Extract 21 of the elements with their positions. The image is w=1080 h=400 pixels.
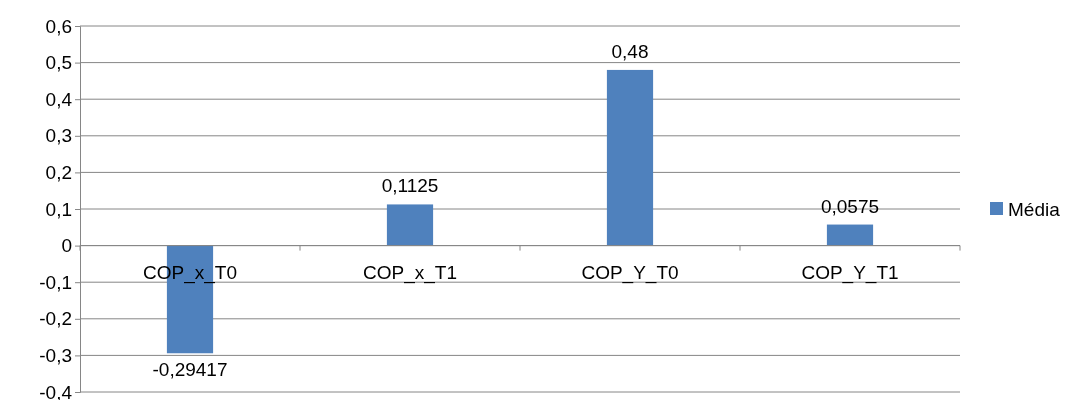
y-tick-label: 0,4 xyxy=(45,88,73,110)
y-tick-label: 0 xyxy=(61,235,72,257)
bar xyxy=(826,224,874,246)
data-label: -0,29417 xyxy=(152,359,228,381)
y-tick-label: 0,6 xyxy=(45,15,72,37)
x-tick-label: COP_x_T1 xyxy=(363,261,457,284)
data-label: 0,48 xyxy=(611,40,649,62)
bar xyxy=(606,69,654,246)
data-label: 0,0575 xyxy=(820,195,880,217)
y-tick-label: 0,2 xyxy=(45,161,72,183)
y-tick-label: -0,1 xyxy=(39,271,72,293)
y-tick-label: 0,1 xyxy=(45,198,72,220)
bar xyxy=(386,204,434,246)
y-tick-label: 0,5 xyxy=(45,52,72,74)
legend-label: Média xyxy=(1008,199,1061,220)
y-tick-label: 0,3 xyxy=(45,125,72,147)
x-tick-label: COP_Y_T1 xyxy=(801,261,899,284)
y-tick-label: -0,3 xyxy=(39,344,72,366)
y-tick-label: -0,2 xyxy=(39,308,72,330)
x-tick-label: COP_Y_T0 xyxy=(581,261,679,284)
data-label: 0,1125 xyxy=(381,175,439,197)
